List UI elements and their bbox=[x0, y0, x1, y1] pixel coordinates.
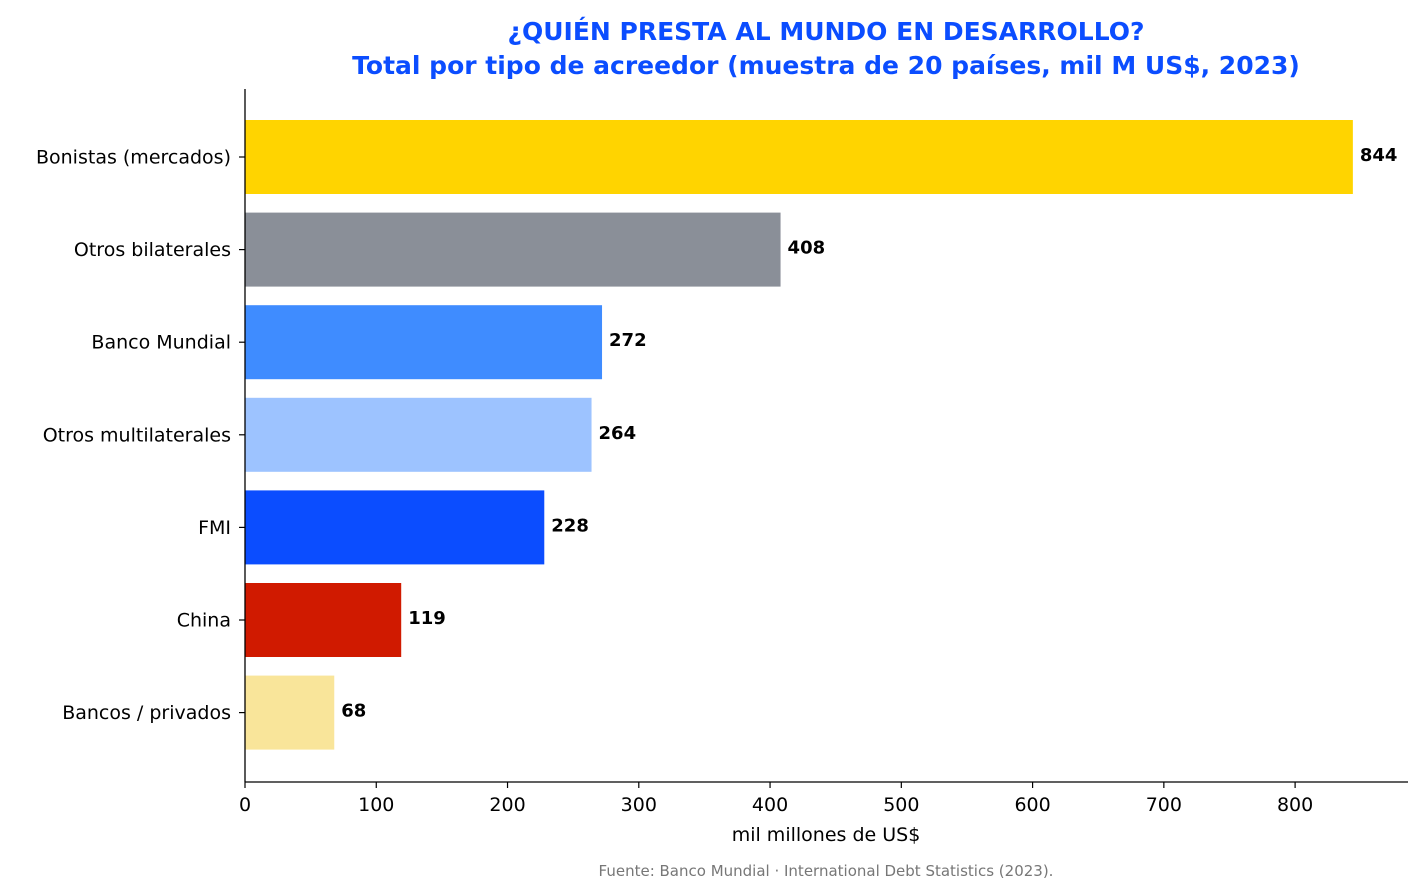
bars-layer bbox=[245, 120, 1353, 750]
x-tick-label: 600 bbox=[1014, 794, 1050, 816]
bar bbox=[245, 397, 592, 472]
x-tick-label: 800 bbox=[1277, 794, 1313, 816]
x-tick-label: 200 bbox=[489, 794, 525, 816]
y-tick-label: Otros bilaterales bbox=[74, 239, 231, 261]
y-tick-label: Banco Mundial bbox=[91, 332, 231, 354]
x-tick-label: 500 bbox=[883, 794, 919, 816]
bar bbox=[245, 675, 335, 750]
bar-value-label: 844 bbox=[1360, 145, 1398, 166]
bar-value-label: 264 bbox=[599, 423, 637, 444]
y-tick-label: China bbox=[177, 610, 231, 632]
y-tick-label: Bancos / privados bbox=[62, 702, 231, 724]
x-tick-label: 0 bbox=[239, 794, 251, 816]
bar bbox=[245, 490, 545, 565]
bar bbox=[245, 120, 1353, 194]
x-tick-label: 300 bbox=[621, 794, 657, 816]
x-tick-label: 100 bbox=[358, 794, 394, 816]
bar-value-label: 272 bbox=[609, 330, 647, 351]
source-note: Fuente: Banco Mundial · International De… bbox=[598, 862, 1054, 880]
value-labels-layer: 844 408 272 264 228 119 68 bbox=[341, 145, 1397, 722]
chart-subtitle: Total por tipo de acreedor (muestra de 2… bbox=[352, 51, 1300, 80]
x-tick-label: 700 bbox=[1146, 794, 1182, 816]
y-tick-label: FMI bbox=[198, 517, 231, 539]
bar-value-label: 119 bbox=[408, 608, 446, 629]
bar bbox=[245, 212, 781, 287]
y-tick-label: Otros multilaterales bbox=[43, 424, 231, 446]
bar bbox=[245, 583, 402, 657]
y-tick-label: Bonistas (mercados) bbox=[36, 147, 231, 169]
bar-value-label: 228 bbox=[551, 515, 589, 536]
x-tick-layer: 0 100 200 300 400 500 600 700 800 bbox=[239, 782, 1313, 816]
bar-value-label: 408 bbox=[788, 238, 826, 259]
y-tick-layer: Bonistas (mercados) Otros bilaterales Banc… bbox=[36, 147, 245, 724]
x-tick-label: 400 bbox=[752, 794, 788, 816]
bar-value-label: 68 bbox=[341, 701, 366, 722]
chart-title: ¿QUIÉN PRESTA AL MUNDO EN DESARROLLO? bbox=[507, 17, 1145, 46]
x-axis-label: mil millones de US$ bbox=[732, 824, 921, 846]
bar bbox=[245, 305, 603, 380]
